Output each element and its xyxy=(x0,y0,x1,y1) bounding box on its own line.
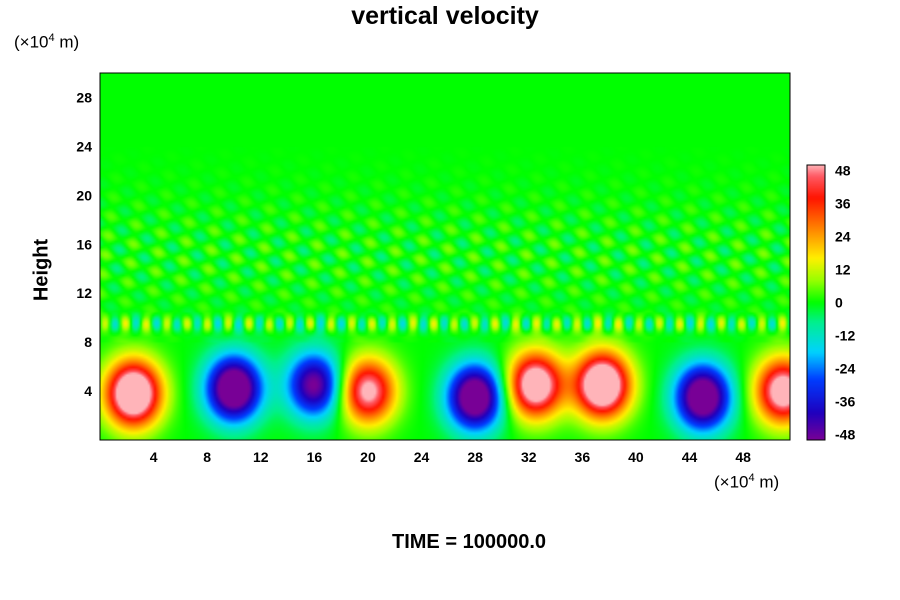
colorbar-tick-label: 48 xyxy=(835,163,851,179)
x-tick-label: 8 xyxy=(203,449,211,465)
x-tick-label: 48 xyxy=(735,449,751,465)
x-tick-label: 28 xyxy=(467,449,483,465)
y-tick-label: 8 xyxy=(84,334,92,350)
time-value: 100000.0 xyxy=(462,531,546,553)
plot-frame xyxy=(99,72,791,441)
y-tick-label: 24 xyxy=(76,138,92,154)
velocity-field xyxy=(100,73,790,440)
x-unit-exponent: 4 xyxy=(748,472,755,484)
y-tick-label: 12 xyxy=(76,285,92,301)
colorbar-tick-label: 24 xyxy=(835,229,851,245)
colorbar-tick-label: 36 xyxy=(835,196,851,212)
y-axis-unit: (×104 m) xyxy=(14,32,79,53)
y-tick-label: 4 xyxy=(84,383,92,399)
time-prefix: TIME = xyxy=(392,531,463,553)
x-tick-labels: 4 8 12 16 20 24 28 32 36 40 44 48 xyxy=(150,449,751,465)
x-tick-label: 24 xyxy=(414,449,430,465)
x-tick-label: 4 xyxy=(150,449,158,465)
colorbar xyxy=(807,165,825,440)
colorbar-tick-label: 0 xyxy=(835,295,843,311)
x-tick-label: 44 xyxy=(682,449,698,465)
x-tick-label: 12 xyxy=(253,449,269,465)
x-tick-label: 36 xyxy=(575,449,591,465)
colorbar-tick-label: -36 xyxy=(835,394,855,410)
x-tick-label: 20 xyxy=(360,449,376,465)
colorbar-tick-label: -24 xyxy=(835,361,855,377)
y-unit-suffix: m) xyxy=(54,32,80,52)
y-tick-labels: 4 8 12 16 20 24 28 xyxy=(76,89,92,399)
chart-title: vertical velocity xyxy=(351,2,539,30)
y-tick-label: 28 xyxy=(76,89,92,105)
y-tick-label: 20 xyxy=(76,187,92,203)
x-tick-label: 32 xyxy=(521,449,537,465)
colorbar-tick-labels: 48 36 24 12 0 -12 -24 -36 -48 xyxy=(835,163,855,443)
x-tick-label: 40 xyxy=(628,449,644,465)
y-tick-label: 16 xyxy=(76,236,92,252)
x-axis-unit: (×104 m) xyxy=(714,472,779,493)
colorbar-tick-label: 12 xyxy=(835,262,851,278)
y-unit-prefix: (×10 xyxy=(14,32,49,52)
x-tick-label: 16 xyxy=(307,449,323,465)
y-unit-exponent: 4 xyxy=(48,32,55,44)
x-unit-suffix: m) xyxy=(754,472,780,492)
colorbar-tick-label: -12 xyxy=(835,328,855,344)
x-unit-prefix: (×10 xyxy=(714,472,749,492)
colorbar-tick-label: -48 xyxy=(835,427,855,443)
colorbar-frame xyxy=(806,164,826,441)
time-label: TIME = 100000.0 xyxy=(0,531,900,554)
